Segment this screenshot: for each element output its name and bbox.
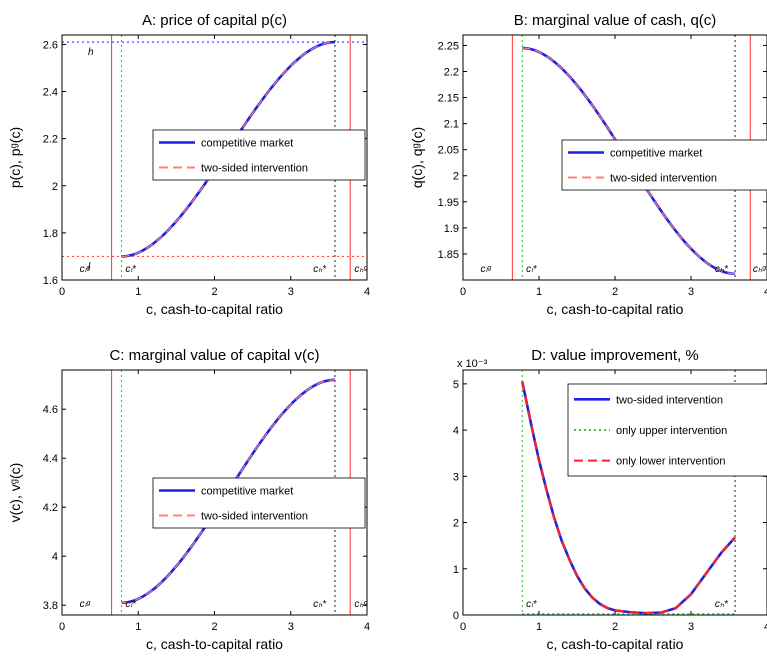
annotation-1: cₗ*: [125, 264, 137, 275]
y-tick-label: 4.4: [43, 453, 58, 465]
y-tick-label: 0: [453, 610, 459, 622]
annotation-1: cₗ*: [526, 264, 538, 275]
y-tick-label: 2.6: [43, 39, 58, 51]
y-tick-label: 2.2: [43, 134, 58, 146]
x-tick-label: 2: [211, 286, 217, 298]
y-tick-label: 1.95: [438, 197, 459, 209]
y-tick-label: 4: [453, 425, 459, 437]
annotation-1: cₕ*: [715, 599, 729, 610]
x-axis-label: c, cash-to-capital ratio: [146, 301, 283, 317]
legend-entry-0: competitive market: [201, 138, 293, 150]
x-tick-label: 1: [135, 621, 141, 633]
legend-box: [152, 129, 366, 181]
chart-title: C: marginal value of capital v(c): [109, 347, 319, 364]
x-tick-label: 3: [688, 286, 694, 298]
legend-entry-1: two-sided intervention: [201, 163, 308, 175]
legend-entry-0: two-sided intervention: [616, 394, 723, 406]
y-tick-label: 2: [453, 171, 459, 183]
legend: competitive market two-sided intervention: [561, 139, 767, 191]
legend: two-sided intervention only upper interve…: [567, 383, 767, 477]
annotation-3: cₕᵍ: [354, 599, 368, 610]
legend-entry-1: two-sided intervention: [201, 511, 308, 523]
legend-box: [152, 477, 366, 529]
y-tick-label: 2.1: [444, 119, 459, 131]
x-tick-label: 3: [688, 621, 694, 633]
chart-title: D: value improvement, %: [531, 347, 699, 364]
y-tick-label: 3.8: [43, 600, 58, 612]
y-tick-label: 2: [52, 181, 58, 193]
x-tick-label: 3: [288, 286, 294, 298]
x-tick-label: 0: [59, 621, 65, 633]
y-tick-label: 1.85: [438, 249, 459, 261]
y-tick-label: 2: [453, 518, 459, 530]
legend-entry-1: two-sided intervention: [610, 173, 717, 185]
annotation-0: cₗᵍ: [80, 599, 92, 610]
y-tick-label: 3: [453, 471, 459, 483]
chart-b: 0 1 2 3 4 1.85 1.9 1.95 2 2.05 2.1 2.15 2.2 2.25 cₗᵍ cₗ…: [409, 12, 767, 317]
hline-label-0: h: [88, 47, 94, 58]
annotation-0: cₗ*: [526, 599, 538, 610]
legend-entry-0: competitive market: [201, 486, 293, 498]
x-tick-label: 2: [612, 621, 618, 633]
x-tick-label: 0: [460, 621, 466, 633]
x-tick-label: 2: [612, 286, 618, 298]
y-tick-label: 1.9: [444, 223, 459, 235]
y-exponent-label: x 10⁻³: [457, 358, 488, 370]
annotation-3: cₕᵍ: [354, 264, 368, 275]
y-axis-label: q(c), qᵍ(c): [409, 127, 425, 188]
legend-box: [561, 139, 767, 191]
annotation-0: cₗᵍ: [481, 264, 493, 275]
y-tick-label: 2.25: [438, 40, 459, 52]
y-tick-label: 4: [52, 551, 58, 563]
x-axis-label: c, cash-to-capital ratio: [547, 636, 684, 652]
y-tick-label: 1.6: [43, 275, 58, 287]
annotation-2: cₕ*: [313, 264, 327, 275]
y-tick-label: 1.8: [43, 228, 58, 240]
y-tick-label: 4.6: [43, 404, 58, 416]
annotation-2: cₕ*: [715, 264, 729, 275]
hline-label-1: l: [88, 261, 91, 272]
x-axis-label: c, cash-to-capital ratio: [146, 636, 283, 652]
chart-title: B: marginal value of cash, q(c): [514, 12, 717, 29]
legend-entry-1: only upper intervention: [616, 425, 727, 437]
x-tick-label: 4: [364, 286, 370, 298]
series-two-sided-intervention: [121, 41, 336, 258]
x-tick-label: 1: [536, 286, 542, 298]
legend-entry-0: competitive market: [610, 148, 702, 160]
x-axis-label: c, cash-to-capital ratio: [547, 301, 684, 317]
x-tick-label: 0: [460, 286, 466, 298]
y-tick-label: 2.15: [438, 93, 459, 105]
legend: competitive market two-sided intervention: [152, 477, 366, 529]
x-tick-label: 1: [536, 621, 542, 633]
y-axis-label: p(c), pᵍ(c): [7, 127, 23, 188]
x-tick-label: 3: [288, 621, 294, 633]
x-tick-label: 2: [211, 621, 217, 633]
y-tick-label: 4.2: [43, 502, 58, 514]
annotation-0: cₗᵍ: [80, 264, 92, 275]
chart-c: 0 1 2 3 4 3.8 4 4.2 4.4 4.6 cₗᵍ cₗ* cₕ* cₕᵍ C: margina…: [7, 347, 370, 652]
x-tick-label: 4: [364, 621, 370, 633]
x-tick-label: 1: [135, 286, 141, 298]
chart-a: h l 0 1 2 3 4 1.6 1.8 2 2.2 2.4 2.6 cₗᵍ cₗ* cₕ* cₕᵍ A: pr…: [7, 12, 370, 317]
chart-title: A: price of capital p(c): [142, 12, 287, 29]
annotation-1: cₗ*: [125, 599, 137, 610]
legend-entry-2: only lower intervention: [616, 456, 725, 468]
y-tick-label: 1: [453, 564, 459, 576]
series-only-lower: [521, 381, 736, 615]
chart-d: 0 1 2 3 4 0 1 2 3 4 5 x 10⁻³ cₗ* cₕ* D: value improvem…: [453, 347, 767, 652]
y-axis-label: v(c), vᵍ(c): [7, 463, 23, 523]
x-tick-label: 4: [764, 286, 767, 298]
annotation-3: cₕᵍ: [753, 264, 767, 275]
legend: competitive market two-sided intervention: [152, 129, 366, 181]
x-tick-label: 4: [764, 621, 767, 633]
y-tick-label: 2.05: [438, 145, 459, 157]
y-tick-label: 2.4: [43, 87, 58, 99]
y-tick-label: 2.2: [444, 66, 459, 78]
annotation-2: cₕ*: [313, 599, 327, 610]
y-tick-label: 5: [453, 379, 459, 391]
x-tick-label: 0: [59, 286, 65, 298]
